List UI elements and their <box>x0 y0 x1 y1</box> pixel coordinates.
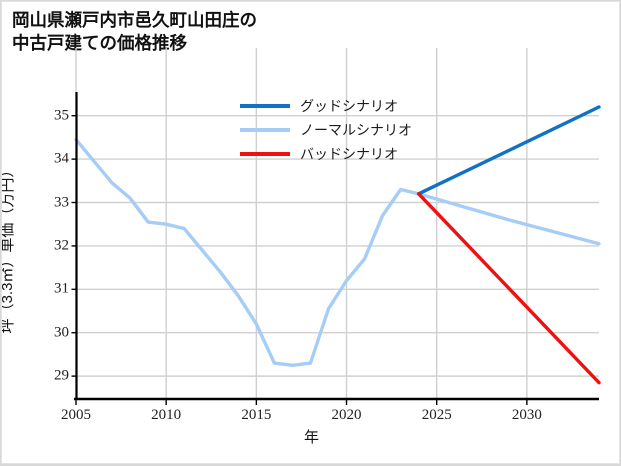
y-tick-label: 29 <box>54 367 69 384</box>
y-tick-label: 30 <box>54 324 69 341</box>
series-line <box>416 105 601 196</box>
x-tick-label: 2015 <box>241 407 272 423</box>
x-tick-label: 2005 <box>61 407 91 423</box>
legend-item[interactable]: ノーマルシナリオ <box>240 118 470 142</box>
legend-color-swatch <box>240 128 290 132</box>
y-tick-label: 33 <box>54 194 69 210</box>
x-tick-label: 2020 <box>331 407 362 423</box>
y-axis-label-text: 坪（3.3㎡）単価（万円） <box>1 162 16 334</box>
chart-svg <box>71 48 601 405</box>
legend-item[interactable]: バッドシナリオ <box>240 142 470 166</box>
legend-color-swatch <box>240 104 290 108</box>
legend-item[interactable]: グッドシナリオ <box>240 94 470 118</box>
chart-title: 岡山県瀬戸内市邑久町山田庄の 中古戸建ての価格推移 <box>12 10 257 54</box>
y-axis-label: 坪（3.3㎡）単価（万円） <box>2 2 20 334</box>
legend-item-label: ノーマルシナリオ <box>300 122 412 138</box>
x-tick-label: 2025 <box>421 407 452 423</box>
plot-area: 29 30 31 32 33 34 35 2005 2010 2015 2020 2025 2030 <box>54 48 601 423</box>
chart-legend: グッドシナリオ ノーマルシナリオ バッドシナリオ <box>240 94 470 166</box>
legend-item-label: グッドシナリオ <box>300 98 398 114</box>
y-tick-label: 34 <box>54 150 69 167</box>
y-tick-label: 35 <box>54 107 69 124</box>
legend-color-swatch <box>240 152 290 156</box>
legend-item-label: バッドシナリオ <box>300 146 398 162</box>
y-tick-label: 31 <box>54 280 69 297</box>
series-line <box>416 192 601 385</box>
series-line <box>74 137 601 367</box>
axis-ticks <box>71 115 528 405</box>
y-tick-label: 32 <box>54 237 69 254</box>
x-tick-label: 2030 <box>511 407 542 423</box>
x-tick-label: 2010 <box>151 407 182 423</box>
series-lines <box>74 105 601 385</box>
x-axis-label: 年 <box>303 429 319 446</box>
